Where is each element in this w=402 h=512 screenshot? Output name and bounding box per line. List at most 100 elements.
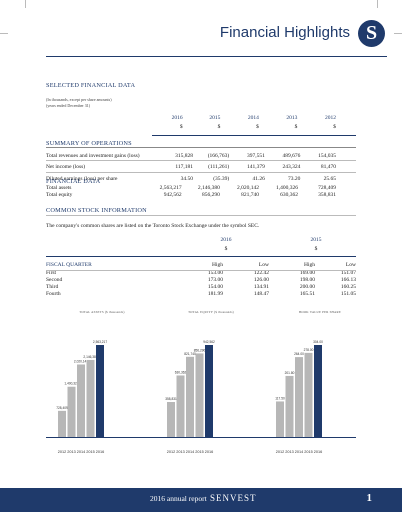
- data-label: 2,146,380: [83, 355, 97, 359]
- tick-label: 2016: [96, 450, 104, 454]
- cell: 315,828: [175, 152, 194, 159]
- bar-2015: [195, 353, 204, 437]
- senvest-logo-icon: S: [358, 20, 385, 47]
- tick-label: 2013: [176, 450, 184, 454]
- tick-label: 2016: [314, 450, 322, 454]
- crop-mark: [0, 33, 8, 34]
- tick-label: 2013: [67, 450, 75, 454]
- footer: 2016 annual report SENVEST 1: [0, 488, 402, 512]
- crop-mark: [376, 0, 377, 8]
- year-2016: 2016: [171, 115, 183, 122]
- cell: 81,470: [320, 164, 336, 170]
- table-row: Fourth 181.99 148.47 165.51 151.05: [46, 291, 356, 298]
- currency-symbol: $: [294, 123, 298, 130]
- table-row: Diluted earnings (loss) per share 34.50 …: [46, 173, 336, 185]
- row-label: Total revenues and investment gains (los…: [46, 152, 140, 159]
- data-label: 942,562: [203, 340, 215, 344]
- data-label: 821,740: [184, 352, 196, 356]
- cell: 151.07: [340, 270, 356, 276]
- bar-2013: [67, 386, 76, 437]
- stock-year-2016: 2016: [220, 237, 232, 244]
- tick-label: 2014: [77, 450, 85, 454]
- tick-label: 2015: [86, 450, 94, 454]
- row-label: Third: [46, 284, 59, 290]
- chart-title: BOOK VALUE PER SHARE: [298, 310, 342, 314]
- fiscal-quarter-label: FISCAL QUARTER: [46, 262, 92, 269]
- cell: 165.51: [299, 291, 315, 297]
- cell: 141,379: [246, 164, 265, 170]
- col-low: Low: [345, 262, 356, 269]
- table-row: Total assets 2,563,217 2,146,380 2,020,1…: [46, 184, 336, 191]
- table-row: First 153.00 122.42 169.00 151.07: [46, 270, 356, 277]
- bar-2016: [96, 345, 104, 437]
- row-label: First: [46, 270, 57, 276]
- cell: (35.39): [213, 176, 230, 182]
- currency-symbol: $: [217, 123, 221, 130]
- crop-mark: [394, 33, 402, 34]
- table-header-row: FISCAL QUARTER High Low High Low: [46, 261, 356, 270]
- year-2013: 2013: [286, 115, 298, 122]
- cell: 728,409: [318, 184, 336, 191]
- cell: 151.05: [340, 291, 356, 297]
- currency-symbol: $: [224, 245, 228, 252]
- cell: 181.99: [207, 291, 223, 297]
- stock-year-2015: 2015: [310, 237, 322, 244]
- chart-title: TOTAL EQUITY ($ thousands): [188, 310, 234, 314]
- tick-label: 2012: [276, 450, 284, 454]
- rule: [152, 135, 356, 136]
- financial-table: Total assets 2,563,217 2,146,380 2,020,1…: [46, 184, 336, 198]
- cell: 134.91: [253, 284, 269, 290]
- bar-2014: [77, 364, 85, 437]
- tick-label: 2016: [205, 450, 213, 454]
- years-header: 2016 2015 2014 2013 2012 $ $ $ $ $: [46, 114, 336, 131]
- col-low: Low: [258, 262, 269, 269]
- cell: 153.00: [207, 270, 223, 276]
- cell: 2,146,380: [197, 184, 220, 191]
- data-label: 2,563,217: [93, 340, 107, 344]
- cell: 856,290: [202, 191, 220, 198]
- cell: 942,562: [163, 191, 182, 198]
- tick-label: 2013: [285, 450, 293, 454]
- section-title-selected: SELECTED FINANCIAL DATA: [46, 82, 136, 89]
- data-label: 278.00: [304, 348, 314, 352]
- chart-total-assets: TOTAL ASSETS ($ thousands) 728,409 2012 1,…: [46, 310, 158, 460]
- year-2015: 2015: [209, 115, 221, 122]
- cell: 117,181: [175, 164, 194, 170]
- cell: 122.42: [253, 270, 269, 276]
- cell: 148.47: [253, 291, 269, 297]
- note-units: (In thousands, except per share amounts): [46, 97, 112, 102]
- data-label: 201.80: [285, 371, 295, 375]
- summary-table: Total revenues and investment gains (los…: [46, 150, 336, 185]
- row-label: Fourth: [46, 291, 61, 297]
- tick-label: 2015: [195, 450, 203, 454]
- tick-label: 2014: [186, 450, 194, 454]
- bar-2012: [58, 410, 66, 437]
- cell: 821,740: [241, 191, 259, 198]
- cell: 160.25: [340, 284, 356, 290]
- bar-2014: [186, 356, 194, 437]
- tick-label: 2014: [295, 450, 303, 454]
- cell: 358,831: [318, 191, 336, 198]
- data-label: 2,020,142: [74, 359, 88, 363]
- cell: 173.00: [207, 277, 223, 283]
- row-label: Second: [46, 277, 63, 283]
- currency-symbol: $: [314, 245, 318, 252]
- bar-2013: [285, 375, 294, 437]
- cell: 1,400,326: [275, 184, 298, 191]
- row-label: Net income (loss): [46, 164, 86, 170]
- rule: [46, 147, 356, 148]
- cell: 154.00: [207, 284, 223, 290]
- cell: 2,563,217: [159, 184, 182, 191]
- data-label: 117.50: [275, 396, 285, 400]
- bar-2014: [295, 357, 303, 437]
- row-label: Total equity: [46, 191, 73, 198]
- cell: (111,261): [208, 164, 230, 170]
- section-title-summary: SUMMARY OF OPERATIONS: [46, 140, 132, 147]
- data-label: 856,290: [194, 348, 206, 352]
- table-row: Second 173.00 126.00 198.00 166.13: [46, 277, 356, 284]
- data-label: 630,362: [175, 370, 187, 374]
- cell: 630,362: [280, 191, 298, 198]
- tick-label: 2015: [304, 450, 312, 454]
- cell: 25.65: [323, 176, 336, 182]
- cell: 169.00: [299, 270, 315, 276]
